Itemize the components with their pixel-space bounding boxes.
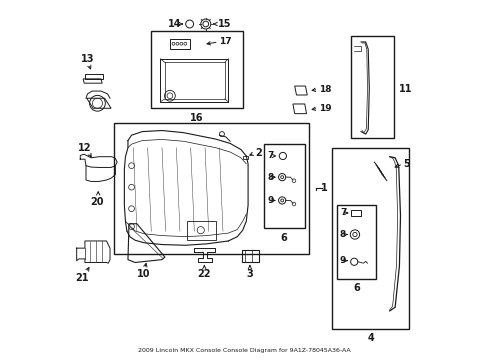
Bar: [160, 59, 228, 102]
Text: 22: 22: [197, 269, 211, 279]
Text: 16: 16: [190, 113, 203, 123]
Text: 3: 3: [246, 269, 253, 279]
Text: 9: 9: [339, 256, 346, 265]
Text: 4: 4: [366, 333, 373, 343]
Bar: [113, 123, 308, 253]
Bar: [263, 144, 304, 228]
Bar: [336, 205, 375, 279]
Text: 8: 8: [339, 230, 346, 239]
Bar: [332, 148, 408, 329]
Bar: [241, 250, 258, 262]
Text: 12: 12: [78, 143, 91, 153]
Text: 17: 17: [219, 37, 231, 46]
Text: 20: 20: [91, 197, 104, 207]
Bar: [169, 39, 189, 49]
Text: 14: 14: [167, 19, 181, 29]
Text: 7: 7: [266, 152, 273, 161]
Text: 1: 1: [320, 183, 327, 193]
Bar: [350, 36, 393, 138]
Text: 10: 10: [136, 269, 150, 279]
Text: 18: 18: [319, 85, 331, 94]
Text: 8: 8: [266, 173, 273, 182]
Text: 6: 6: [280, 233, 287, 243]
Text: 2: 2: [255, 148, 262, 158]
Text: 19: 19: [319, 104, 331, 113]
Text: 11: 11: [398, 84, 411, 94]
Text: 15: 15: [217, 19, 231, 29]
Text: 9: 9: [266, 196, 273, 205]
Bar: [351, 210, 361, 216]
Text: 7: 7: [339, 208, 346, 217]
Text: 6: 6: [352, 283, 359, 293]
Bar: [187, 221, 215, 240]
Bar: [151, 31, 242, 108]
Text: 2009 Lincoln MKX Console Console Diagram for 9A1Z-78045A36-AA: 2009 Lincoln MKX Console Console Diagram…: [138, 348, 350, 353]
Text: 13: 13: [81, 54, 94, 64]
Text: 21: 21: [76, 273, 89, 283]
Bar: [243, 156, 247, 159]
Text: 5: 5: [403, 159, 409, 169]
